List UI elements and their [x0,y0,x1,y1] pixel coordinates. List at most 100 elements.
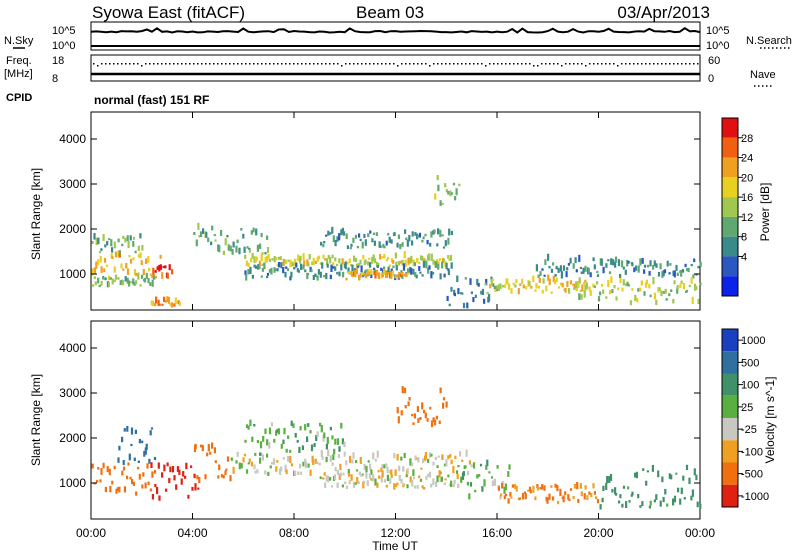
heatmap-cell [515,485,518,492]
heatmap-cell [353,255,356,262]
heatmap-cell [332,235,335,243]
heatmap-cell [245,274,248,281]
heatmap-cell [345,485,348,490]
heatmap-cell [403,273,407,277]
heatmap-cell [309,469,312,476]
heatmap-cell [166,296,169,303]
heatmap-cell [453,289,456,296]
heatmap-cell [579,266,582,269]
heatmap-cell [287,435,290,439]
heatmap-cell [699,261,702,267]
heatmap-cell [299,463,302,469]
heatmap-cell [117,277,120,280]
colorbar-swatch [722,395,738,418]
colorbar-tick-label: -100 [741,446,763,458]
heatmap-cell [394,483,397,488]
heatmap-cell [361,272,364,276]
heatmap-cell [322,254,325,259]
heatmap-cell [161,472,164,478]
heatmap-cell [331,254,334,259]
heatmap-cell [116,487,119,491]
heatmap-cell [255,257,259,261]
heatmap-cell [447,474,450,478]
heatmap-cell [95,261,98,269]
heatmap-cell [164,265,167,269]
freq-dot [405,63,407,65]
heatmap-cell [441,202,444,205]
heatmap-cell [534,496,537,501]
freq-dot [681,63,683,65]
heatmap-cell [137,466,140,470]
heatmap-cell [131,479,134,485]
heatmap-cell [682,475,685,481]
heatmap-cell [235,460,238,464]
heatmap-cell [547,253,550,261]
freq-dot [657,63,659,65]
heatmap-cell [412,469,415,476]
heatmap-cell [673,270,676,278]
freq-dot [469,63,471,65]
heatmap-cell [643,291,646,296]
freq-dot [133,63,135,65]
heatmap-cell [213,447,216,454]
heatmap-cell [151,471,154,478]
velocity-panel: 1000 2000 3000 4000 [59,320,702,520]
heatmap-cell [342,271,345,278]
freq-dot [269,63,271,65]
heatmap-cell [507,471,510,477]
heatmap-cell [396,407,399,414]
heatmap-cell [98,284,101,287]
freq-dot [477,63,479,65]
heatmap-cell [537,274,540,278]
heatmap-cell [385,270,388,278]
heatmap-cell [484,282,487,286]
heatmap-cell [164,300,167,303]
heatmap-cell [613,285,616,289]
freq-dot [621,63,623,65]
heatmap-cell [371,256,374,264]
heatmap-cell [326,436,329,444]
heatmap-cell [156,266,159,270]
heatmap-cell [443,482,446,486]
heatmap-cell [466,481,469,486]
heatmap-cell [438,470,441,478]
heatmap-cell [592,283,595,288]
heatmap-cell [643,269,646,274]
heatmap-cell [95,237,98,246]
heatmap-cell [316,431,319,438]
heatmap-cell [597,296,601,302]
freq-dot [577,63,579,65]
heatmap-cell [677,487,680,493]
heatmap-cell [334,240,337,247]
freq-panel: 18 8 60 0 [52,54,720,85]
heatmap-cell [320,425,323,433]
freq-dot [101,63,103,65]
heatmap-cell [490,278,493,286]
heatmap-cell [159,254,162,259]
heatmap-cell [437,228,440,235]
freq-dot [489,63,491,65]
heatmap-cell [653,292,657,300]
heatmap-cell [503,284,506,288]
heatmap-cell [317,255,321,260]
heatmap-cell [569,488,573,491]
heatmap-cell [627,486,630,490]
heatmap-cell [577,499,580,503]
heatmap-cell [592,257,595,262]
heatmap-cell [403,251,406,259]
heatmap-cell [336,482,339,488]
freq-dot [445,63,447,65]
y-tick-label: 4000 [59,132,86,146]
heatmap-cell [413,485,417,489]
heatmap-cell [350,243,353,247]
heatmap-cell [444,240,447,247]
heatmap-cell [370,478,373,481]
freq-dot [337,63,339,65]
heatmap-cell [435,481,438,488]
freq-dot [389,63,391,65]
heatmap-cell [100,266,103,273]
heatmap-cell [387,266,390,273]
freq-dot [429,65,431,67]
heatmap-cell [511,484,514,488]
heatmap-cell [197,222,200,230]
